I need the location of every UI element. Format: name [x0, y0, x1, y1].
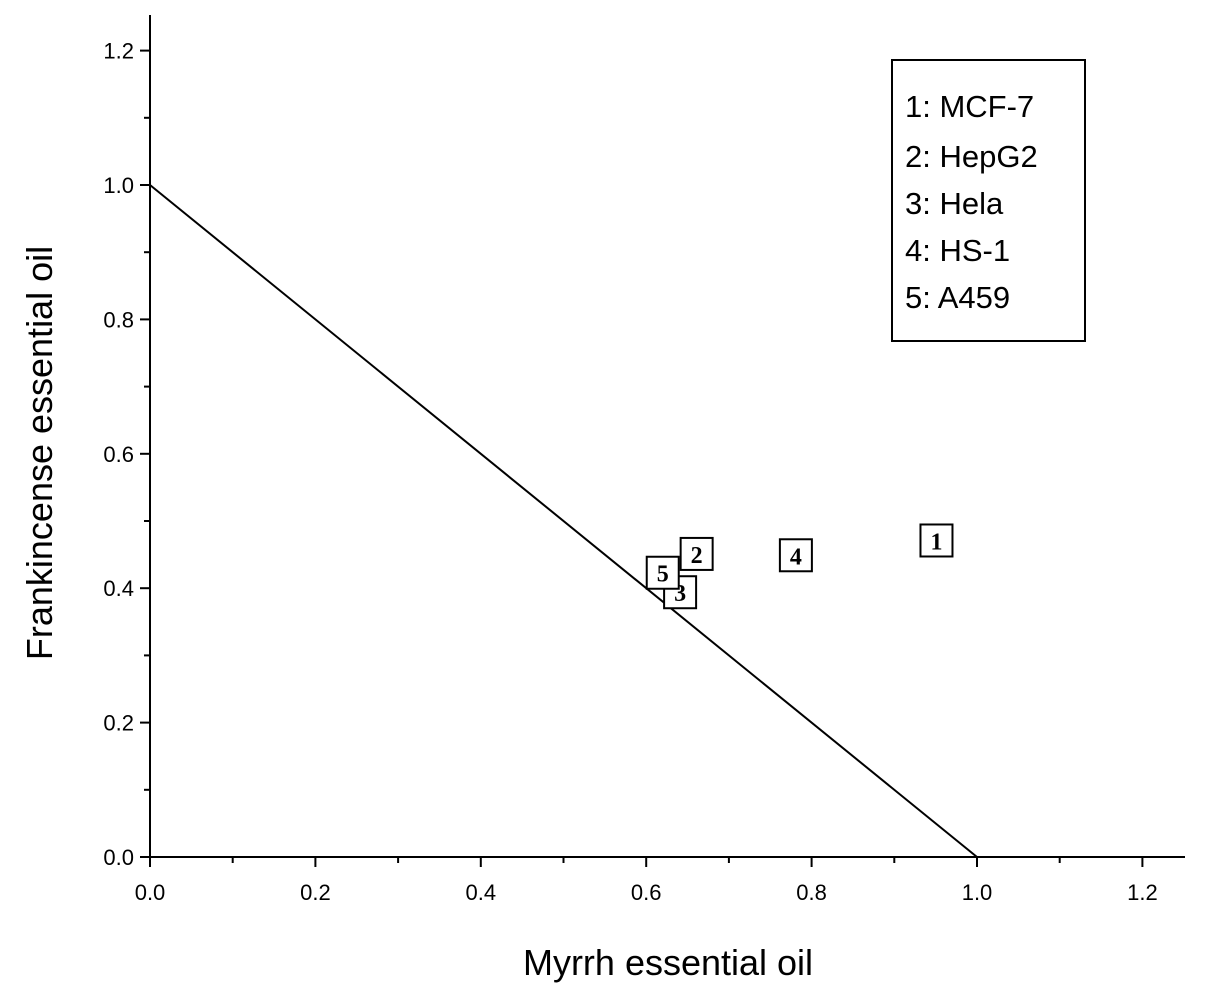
legend-entry: 2: HepG2 [905, 139, 1038, 174]
x-tick-label: 0.4 [466, 880, 497, 905]
data-point-5: 5 [645, 555, 680, 590]
point-label: 4 [790, 544, 802, 570]
x-axis-label: Myrrh essential oil [523, 942, 813, 983]
point-label: 5 [657, 562, 669, 588]
y-tick-label: 0.6 [103, 442, 134, 467]
point-label: 2 [691, 543, 703, 569]
legend-entry: 4: HS-1 [905, 233, 1010, 268]
point-marker [919, 523, 954, 558]
point-label: 1 [930, 529, 942, 555]
point-marker [645, 555, 680, 590]
x-tick-label: 0.0 [135, 880, 166, 905]
point-marker [679, 536, 714, 571]
y-axis-label: Frankincense essential oil [19, 246, 60, 660]
legend-entry: 1: MCF-7 [905, 89, 1034, 124]
y-tick-label: 0.2 [103, 711, 134, 736]
legend-entry: 5: A459 [905, 280, 1010, 315]
x-tick-label: 0.8 [796, 880, 827, 905]
legend-entry: 3: Hela [905, 186, 1004, 221]
axes: 0.0 0.2 0.4 0.6 0.8 1.0 1.2 0.0 0.2 0.4 0.6 0.8 1.0 1… [103, 15, 1185, 905]
y-tick-label: 1.0 [103, 173, 134, 198]
additivity-line-segment [149, 184, 978, 858]
data-point-4: 4 [778, 538, 813, 573]
y-tick-label: 0.0 [103, 845, 134, 870]
data-point-2: 2 [679, 536, 714, 571]
data-point-1: 1 [919, 523, 954, 558]
x-tick-label: 1.0 [962, 880, 993, 905]
point-marker [778, 538, 813, 573]
legend: 1: MCF-7 2: HepG2 3: Hela 4: HS-1 5: A45… [891, 59, 1086, 342]
x-tick-label: 0.6 [631, 880, 662, 905]
data-points: 352 41 [645, 523, 954, 610]
y-tick-label: 1.2 [103, 39, 134, 64]
additivity-line [149, 184, 978, 858]
y-tick-label: 0.8 [103, 307, 134, 332]
x-tick-label: 0.2 [300, 880, 331, 905]
y-tick-label: 0.4 [103, 576, 134, 601]
legend-box [891, 59, 1086, 342]
x-tick-label: 1.2 [1127, 880, 1158, 905]
